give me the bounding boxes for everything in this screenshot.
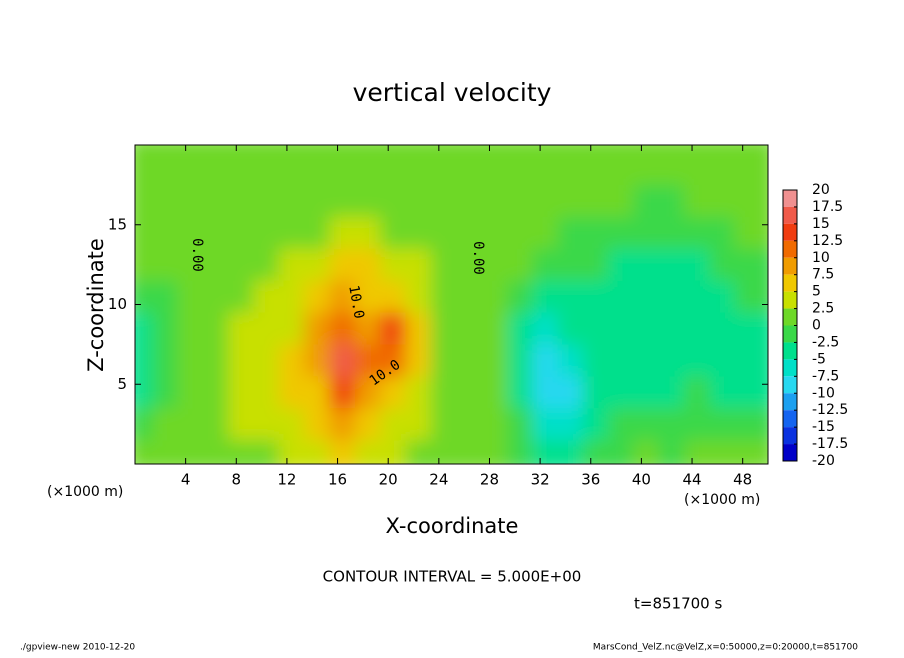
x-tick-label: 20	[379, 471, 398, 489]
colorbar-label: -7.5	[812, 368, 839, 384]
contour-label: 0.00	[470, 241, 486, 275]
colorbar-bin	[783, 190, 797, 207]
colorbar-label: 15	[812, 216, 830, 232]
chart-title: vertical velocity	[353, 78, 552, 107]
colorbar-bin	[783, 291, 797, 309]
y-tick-label: 15	[108, 215, 127, 233]
footer-right: MarsCond_VelZ.nc@VelZ,x=0:50000,z=0:2000…	[593, 643, 858, 653]
colorbar-label: -12.5	[812, 402, 848, 418]
y-tick-label: 5	[117, 375, 127, 393]
colorbar-label: -17.5	[812, 436, 848, 452]
annotation: CONTOUR INTERVAL = 5.000E+00	[323, 568, 582, 586]
x-tick-label: 8	[232, 471, 242, 489]
colorbar-bin	[783, 342, 797, 360]
colorbar-label: 5	[812, 284, 821, 300]
x-unit: (×1000 m)	[684, 492, 760, 508]
x-tick-label: 44	[682, 471, 701, 489]
x-tick-label: 16	[328, 471, 347, 489]
colorbar-bin	[783, 206, 797, 224]
colorbar-label: 7.5	[812, 267, 834, 283]
colorbar-label: -5	[812, 351, 826, 367]
colorbar-bin	[783, 376, 797, 394]
x-axis-label: X-coordinate	[386, 514, 519, 538]
x-tick-label: 24	[429, 471, 448, 489]
contour-label: 10.0	[345, 284, 367, 320]
colorbar-bin	[783, 257, 797, 275]
x-tick-label: 40	[632, 471, 651, 489]
colorbar-label: 0	[812, 318, 821, 334]
contour-label: 0.00	[189, 238, 205, 272]
y-axis-label: Z-coordinate	[84, 238, 108, 372]
colorbar-bin	[783, 274, 797, 292]
colorbar-bin	[783, 325, 797, 343]
colorbar-label: 20	[812, 182, 830, 198]
colorbar-bin	[783, 444, 797, 461]
field-cell	[734, 145, 768, 185]
x-tick-label: 32	[531, 471, 550, 489]
colorbar-label: 12.5	[812, 233, 843, 249]
colorbar-bin	[783, 223, 797, 241]
colorbar-bin	[783, 308, 797, 326]
colorbar-label: -10	[812, 385, 835, 401]
x-tick-label: 36	[581, 471, 600, 489]
x-tick-label: 4	[181, 471, 191, 489]
colorbar-label: 2.5	[812, 301, 834, 317]
colorbar-bin	[783, 427, 797, 445]
colorbar-bin	[783, 410, 797, 428]
footer-left: ./gpview-new 2010-12-20	[20, 643, 135, 653]
x-tick-label: 28	[480, 471, 499, 489]
time-label: t=851700 s	[634, 595, 722, 613]
y-tick-label: 10	[108, 295, 127, 313]
y-unit: (×1000 m)	[47, 484, 123, 500]
x-tick-label: 12	[277, 471, 296, 489]
colorbar-label: 17.5	[812, 199, 843, 215]
x-tick-label: 48	[733, 471, 752, 489]
colorbar-label: -2.5	[812, 334, 839, 350]
field-cells	[135, 145, 768, 464]
field	[135, 145, 768, 464]
colorbar-bin	[783, 393, 797, 411]
colorbar-bin	[783, 359, 797, 377]
colorbar-bin	[783, 240, 797, 258]
colorbar-label: -15	[812, 419, 835, 435]
colorbar-label: 10	[812, 250, 830, 266]
colorbar-label: -20	[812, 453, 835, 469]
